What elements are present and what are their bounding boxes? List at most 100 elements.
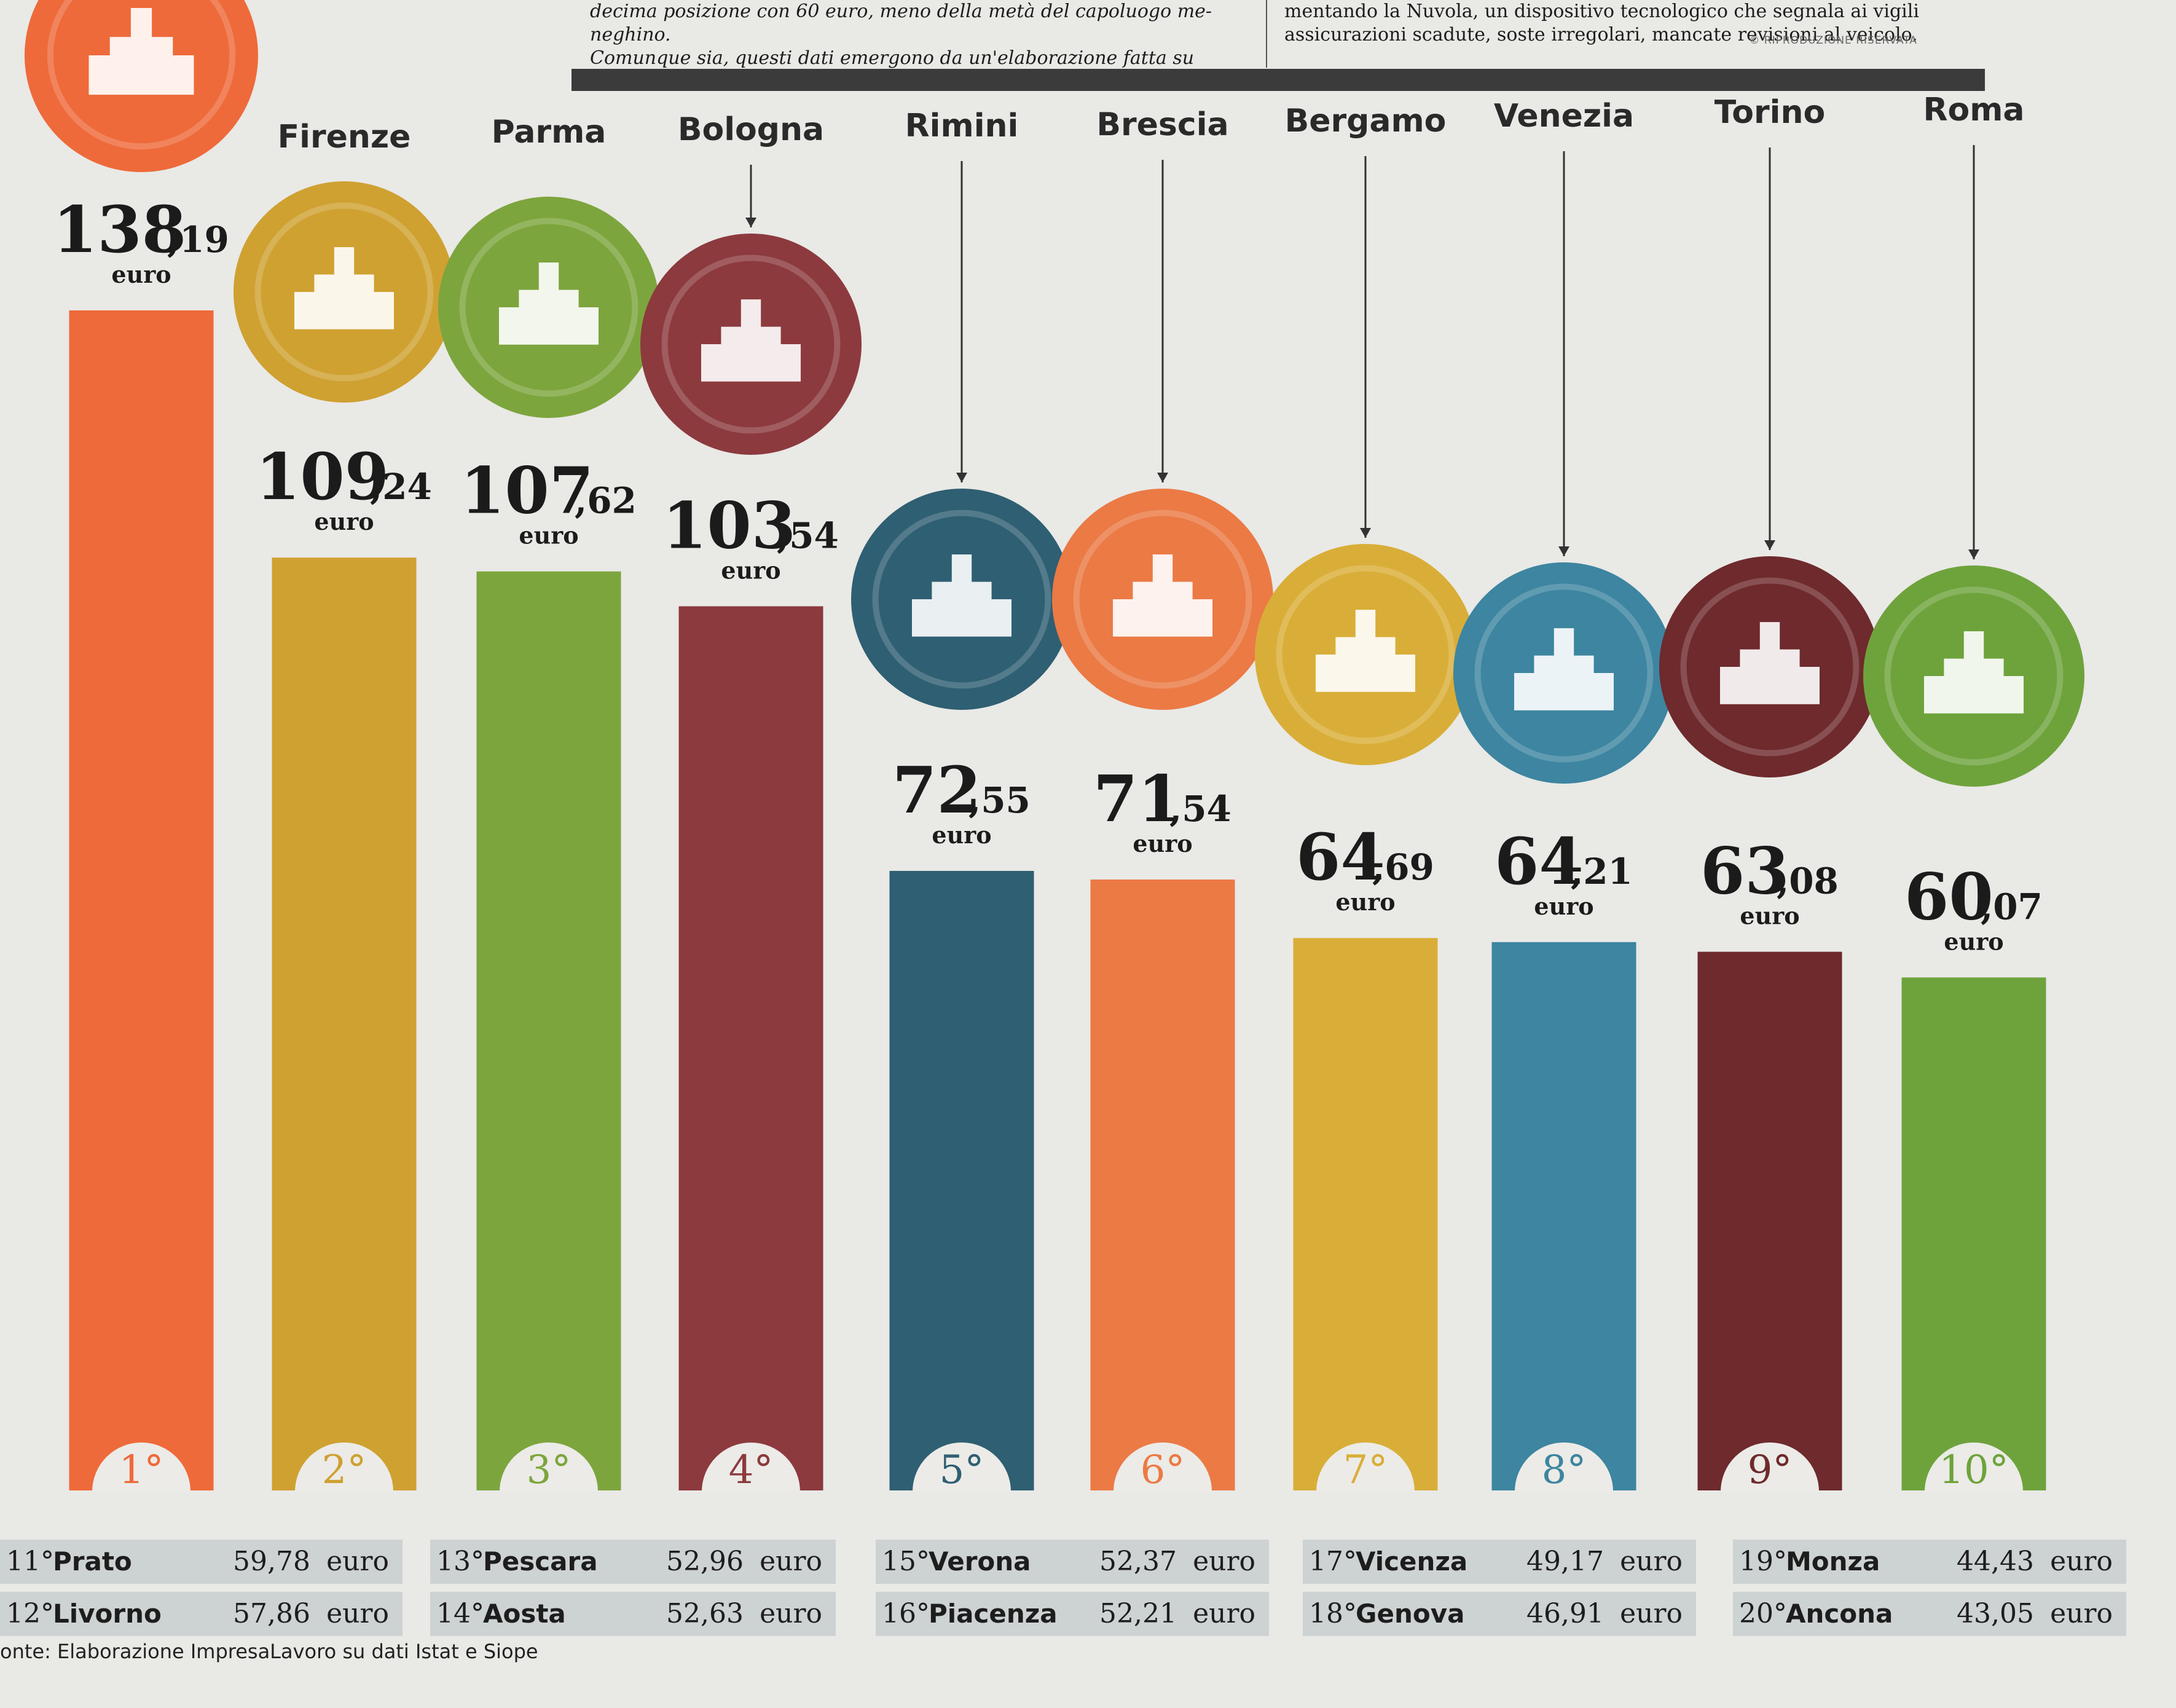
- value-integer: 107: [460, 453, 594, 529]
- rank-badge: [1721, 1442, 1819, 1492]
- rank-label: 2°: [322, 1447, 367, 1493]
- value-decimal: ,62: [575, 480, 637, 522]
- duomo-icon: [25, 0, 258, 172]
- ranking-value: 43,05: [1957, 1598, 2034, 1629]
- value-decimal: ,07: [1981, 886, 2043, 927]
- rank-label: 4°: [729, 1447, 774, 1493]
- bar: [476, 571, 621, 1490]
- pointer-arrowhead: [1558, 546, 1569, 556]
- value-unit: euro: [111, 261, 171, 288]
- value-integer: 72: [892, 752, 981, 828]
- value-unit: euro: [1534, 892, 1593, 920]
- ranking-value: 59,78: [233, 1546, 310, 1577]
- bar: [1697, 951, 1842, 1490]
- value-unit: euro: [1133, 830, 1192, 857]
- ranking-value: 52,63: [666, 1598, 744, 1629]
- ranking-row: 13° Pescara 52,96 euro: [430, 1540, 836, 1584]
- monument-silhouette: [499, 262, 599, 345]
- monument-silhouette: [294, 247, 394, 329]
- value-decimal: ,19: [167, 219, 229, 261]
- pointer-arrowhead: [956, 473, 967, 482]
- city-name: Rimini: [905, 108, 1019, 144]
- ranking-value: 52,96: [666, 1546, 744, 1577]
- city-name: Venezia: [1494, 98, 1634, 135]
- ranking-row: 16° Piacenza 52,21 euro: [876, 1592, 1269, 1636]
- ranking-rank: 17°: [1309, 1546, 1357, 1577]
- ranking-unit: euro: [1193, 1598, 1255, 1629]
- bar: [678, 606, 823, 1491]
- source-note: onte: Elaborazione ImpresaLavoro su dati…: [0, 1640, 538, 1663]
- value-integer: 138: [53, 192, 186, 267]
- value-integer: 64: [1296, 819, 1385, 895]
- mole-antonelliana-icon: [1659, 556, 1880, 777]
- ranking-unit: euro: [1193, 1546, 1255, 1577]
- ranking-row: 11° Prato 59,78 euro: [0, 1540, 403, 1584]
- ranking-row: 14° Aosta 52,63 euro: [430, 1592, 836, 1636]
- rank-label: 8°: [1542, 1447, 1587, 1493]
- value-decimal: ,21: [1571, 851, 1633, 892]
- ranking-value: 49,17: [1526, 1546, 1604, 1577]
- pointer-arrowhead: [1157, 473, 1168, 482]
- two-towers-icon: [640, 234, 862, 455]
- value-decimal: ,54: [777, 514, 839, 556]
- ranking-value: 52,37: [1099, 1546, 1177, 1577]
- ranking-city: Genova: [1356, 1599, 1465, 1629]
- ranking-rank: 16°: [882, 1598, 930, 1629]
- article-right-line: assicurazioni scadute, soste irregolari,…: [1284, 24, 1918, 45]
- ranking-city: Aosta: [483, 1599, 566, 1629]
- article-left-line: decima posizione con 60 euro, meno della…: [590, 1, 1212, 22]
- monument-silhouette: [912, 554, 1011, 637]
- rank-label: 6°: [1141, 1447, 1185, 1493]
- monument-silhouette: [1113, 554, 1212, 637]
- rights-notice: © RIPRODUZIONE RISERVATA: [1749, 34, 1917, 47]
- ranking-rank: 20°: [1739, 1598, 1787, 1629]
- ranking-value: 44,43: [1957, 1546, 2034, 1577]
- value-decimal: ,69: [1372, 846, 1434, 888]
- monument-silhouette: [1514, 628, 1614, 710]
- san-marco-icon: [1453, 562, 1675, 784]
- pointer-arrowhead: [1764, 540, 1775, 550]
- value-decimal: ,24: [370, 466, 432, 508]
- ranking-unit: euro: [760, 1598, 822, 1629]
- rank-badge: [295, 1442, 393, 1492]
- ranking-city: Monza: [1786, 1546, 1880, 1576]
- bergamo-chapel-icon: [1255, 544, 1476, 765]
- article-left-line: Comunque sia, questi dati emergono da un…: [590, 47, 1195, 69]
- arch-of-augustus-icon: [851, 489, 1072, 710]
- ranking-unit: euro: [2050, 1598, 2113, 1629]
- monument-silhouette: [1316, 610, 1415, 692]
- value-unit: euro: [1740, 902, 1799, 930]
- rank-badge: [1925, 1442, 2023, 1492]
- rank-badge: [1316, 1442, 1415, 1492]
- pointer-arrowhead: [745, 218, 756, 227]
- city-name: Brescia: [1096, 106, 1228, 143]
- value-unit: euro: [314, 508, 374, 535]
- ranking-value: 57,86: [233, 1598, 310, 1629]
- ranking-city: Pescara: [483, 1546, 598, 1576]
- ranking-unit: euro: [2050, 1546, 2113, 1577]
- header-band: [571, 69, 1985, 91]
- pointer-arrowhead: [1360, 528, 1371, 538]
- rank-label: 1°: [119, 1447, 164, 1493]
- ranking-row: 15° Verona 52,37 euro: [876, 1540, 1269, 1584]
- article-text-strip: decima posizione con 60 euro, meno della…: [571, 0, 1985, 74]
- ranking-rank: 19°: [1739, 1546, 1787, 1577]
- value-unit: euro: [1944, 927, 2003, 955]
- ranking-unit: euro: [1620, 1546, 1683, 1577]
- rank-label: 9°: [1748, 1447, 1793, 1493]
- monument-silhouette: [701, 299, 801, 382]
- ranking-rank: 15°: [882, 1546, 930, 1577]
- ranking-row: 18° Genova 46,91 euro: [1303, 1592, 1696, 1636]
- value-integer: 64: [1495, 824, 1584, 899]
- monument-silhouette: [88, 8, 194, 95]
- bar: [1491, 942, 1636, 1490]
- bar: [1901, 977, 2046, 1490]
- rank-badge: [1114, 1442, 1212, 1492]
- parma-cathedral-icon: [438, 197, 659, 418]
- article-right-column: mentando la Nuvola, un dispositivo tecno…: [1284, 0, 1948, 47]
- ranking-rank: 12°: [6, 1598, 54, 1629]
- ranking-rank: 11°: [6, 1546, 54, 1577]
- value-decimal: ,08: [1777, 860, 1839, 902]
- value-decimal: ,54: [1169, 788, 1231, 830]
